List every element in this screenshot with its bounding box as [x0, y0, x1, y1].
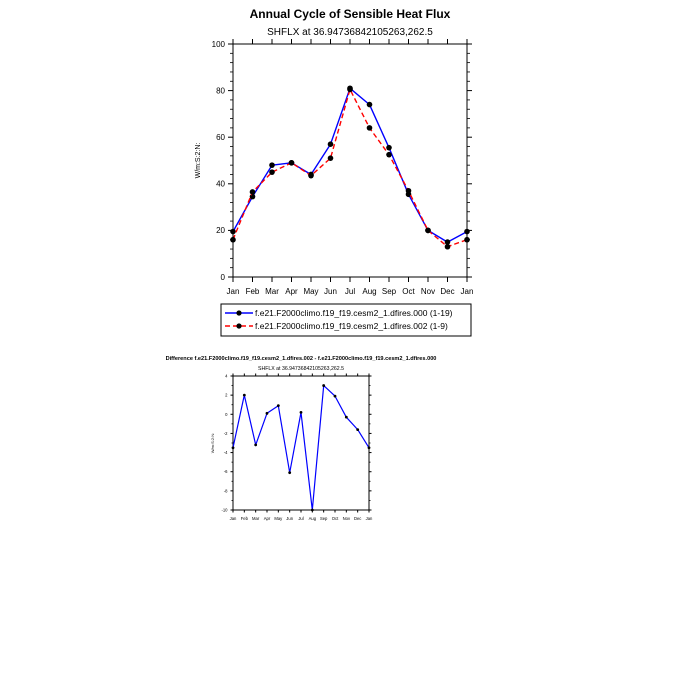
legend-marker-1	[236, 310, 242, 316]
x-tick-label: Nov	[343, 516, 351, 521]
x-tick-label: May	[303, 287, 318, 296]
x-tick-label: Jun	[286, 516, 293, 521]
series-1-point	[265, 411, 269, 415]
x-tick-label: Jun	[324, 287, 337, 296]
series-1-point	[231, 446, 235, 450]
y-tick-label: -2	[224, 431, 228, 436]
plot-frame	[232, 375, 370, 511]
y-tick-label: 0	[221, 273, 226, 282]
series-1-point	[464, 228, 470, 235]
chart-title: Annual Cycle of Sensible Heat Flux	[250, 7, 451, 21]
series-2-point	[425, 227, 431, 234]
y-axis-label: W/m:S:2:N:	[195, 143, 202, 179]
series-1-point	[269, 162, 275, 168]
y-tick-label: -8	[224, 488, 228, 493]
x-tick-label: Sep	[320, 516, 328, 521]
x-tick-label: Jan	[227, 287, 240, 296]
series-1-point	[288, 471, 292, 475]
series-1-point	[327, 141, 334, 147]
series-1-point	[242, 393, 246, 397]
x-tick-label: Oct	[332, 516, 339, 521]
chart-title: Difference f.e21.F2000climo.f19_f19.cesm…	[166, 356, 437, 362]
x-tick-label: Nov	[421, 287, 435, 296]
legend-marker-2	[236, 323, 242, 329]
series-1-point	[366, 101, 373, 108]
chart-subtitle: SHFLX at 36.94736842105263,262.5	[258, 366, 344, 372]
legend-box	[220, 303, 472, 337]
series-1-point	[386, 144, 392, 151]
series-1-point	[444, 239, 451, 245]
legend-label-1: f.e21.F2000climo.f19_f19.cesm2_1.dfires.…	[255, 308, 453, 318]
x-tick-label: Dec	[354, 516, 361, 521]
y-tick-label: 2	[225, 393, 228, 398]
series-2-point	[405, 187, 412, 194]
series-2-point	[386, 151, 392, 158]
series-1-point	[367, 446, 371, 450]
x-tick-label: Apr	[264, 516, 271, 521]
x-tick-label: May	[274, 516, 283, 521]
series-1-point	[356, 428, 360, 431]
x-tick-label: Jan	[230, 516, 237, 521]
series-line-1	[232, 87, 468, 243]
x-tick-label: Jan	[366, 516, 373, 521]
y-tick-label: 80	[216, 86, 225, 95]
x-tick-label: Apr	[285, 287, 298, 296]
series-2-point	[249, 189, 256, 195]
x-tick-label: Jul	[345, 287, 355, 296]
series-1-point	[322, 384, 326, 387]
x-tick-label: Jul	[298, 516, 303, 521]
x-tick-label: Mar	[265, 287, 279, 296]
x-tick-label: Oct	[402, 287, 415, 296]
y-axis-label: W/m:S:2:N:	[210, 433, 215, 453]
series-2-point	[230, 236, 236, 243]
series-1-point	[276, 404, 280, 408]
series-1-point	[344, 415, 348, 419]
series-2-point	[269, 169, 275, 175]
y-tick-label: -4	[224, 450, 228, 455]
series-1-point	[299, 410, 303, 414]
plot-frame	[232, 43, 468, 278]
series-1-point	[333, 394, 337, 398]
series-2-point	[444, 243, 451, 250]
y-tick-label: 4	[225, 373, 228, 378]
y-tick-label: 100	[212, 40, 226, 49]
x-tick-label: Feb	[241, 516, 249, 521]
series-1-point	[310, 508, 314, 512]
chart-subtitle: SHFLX at 36.94736842105263,262.5	[267, 27, 433, 38]
y-tick-label: 40	[216, 180, 225, 189]
y-tick-label: 0	[225, 412, 228, 417]
y-tick-label: -10	[221, 507, 228, 512]
y-tick-label: 20	[216, 226, 225, 235]
x-tick-label: Dec	[440, 287, 454, 296]
series-2-point	[308, 172, 314, 179]
legend-label-2: f.e21.F2000climo.f19_f19.cesm2_1.dfires.…	[255, 321, 448, 331]
chart-1: Annual Cycle of Sensible Heat Flux SHFLX …	[195, 7, 474, 337]
y-tick-label: -6	[224, 469, 228, 474]
x-tick-label: Aug	[309, 516, 317, 521]
x-tick-label: Sep	[382, 287, 397, 296]
series-1-point	[230, 228, 236, 235]
x-tick-label: Aug	[362, 287, 376, 296]
x-tick-label: Mar	[252, 516, 260, 521]
y-tick-label: 60	[216, 133, 225, 142]
series-2-point	[288, 160, 295, 166]
series-2-point	[347, 86, 353, 93]
x-tick-label: Feb	[246, 287, 260, 296]
series-line-1	[232, 385, 370, 511]
series-line-2	[232, 88, 468, 248]
x-tick-label: Jan	[461, 287, 474, 296]
series-2-point	[327, 155, 334, 161]
series-1-point	[254, 443, 258, 447]
series-2-point	[366, 125, 373, 131]
chart-2: Difference f.e21.F2000climo.f19_f19.cesm…	[166, 356, 437, 521]
series-2-point	[464, 236, 470, 243]
